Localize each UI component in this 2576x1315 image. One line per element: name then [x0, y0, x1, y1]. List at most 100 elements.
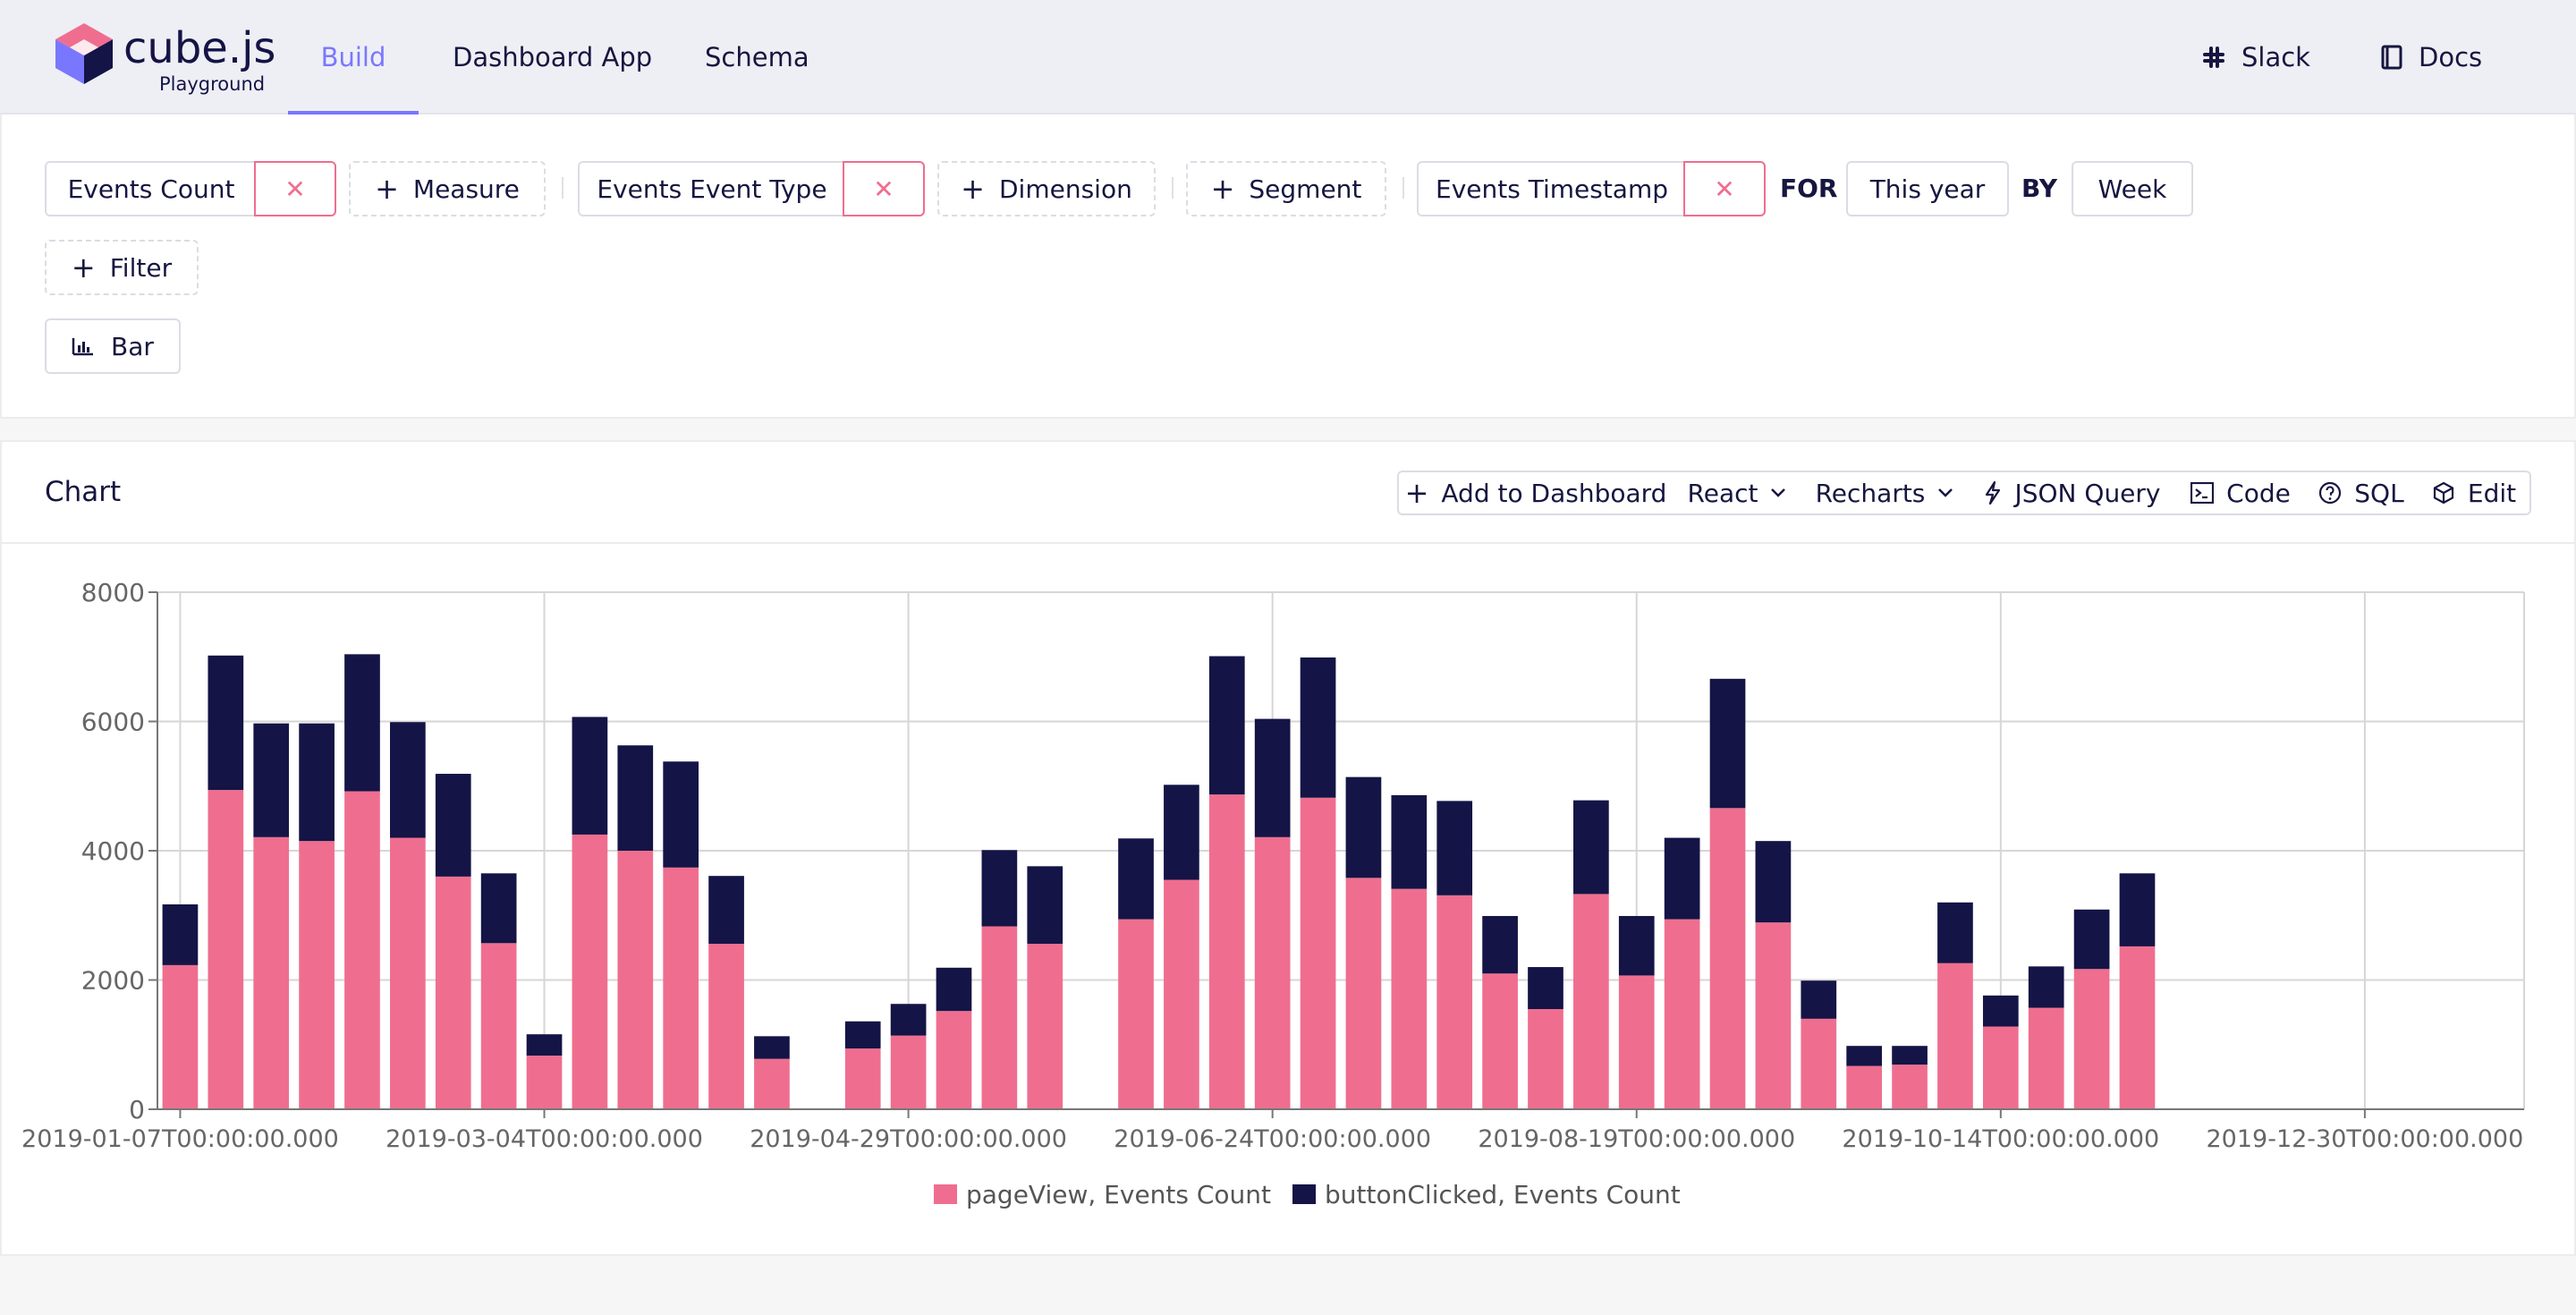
- bar-buttonclicked[interactable]: [708, 876, 744, 945]
- bar-pageview[interactable]: [1755, 922, 1792, 1109]
- add-to-dashboard-button[interactable]: + Add to Dashboard: [1397, 471, 1674, 515]
- bar-pageview[interactable]: [1618, 975, 1655, 1109]
- json-query-button[interactable]: JSON Query: [1968, 471, 2179, 515]
- bar-pageview[interactable]: [1300, 797, 1336, 1109]
- sql-button[interactable]: SQL: [2304, 471, 2420, 515]
- bar-pageview[interactable]: [1391, 888, 1428, 1109]
- bar-pageview[interactable]: [844, 1048, 881, 1109]
- bar-pageview[interactable]: [1892, 1065, 1928, 1109]
- bar-pageview[interactable]: [1208, 794, 1245, 1109]
- bar-pageview[interactable]: [572, 834, 608, 1109]
- bar-buttonclicked[interactable]: [299, 723, 335, 842]
- bar-buttonclicked[interactable]: [1118, 838, 1154, 920]
- bar-buttonclicked[interactable]: [1892, 1046, 1928, 1065]
- granularity-select[interactable]: Week: [2072, 161, 2193, 216]
- framework-dropdown[interactable]: React: [1673, 471, 1803, 515]
- bar-pageview[interactable]: [754, 1058, 790, 1109]
- bar-pageview[interactable]: [1436, 895, 1473, 1109]
- bar-buttonclicked[interactable]: [1027, 866, 1063, 945]
- bar-pageview[interactable]: [1937, 963, 1973, 1109]
- bar-buttonclicked[interactable]: [1664, 837, 1700, 920]
- bar-buttonclicked[interactable]: [1573, 800, 1609, 895]
- bar-pageview[interactable]: [480, 943, 517, 1109]
- bar-buttonclicked[interactable]: [344, 654, 380, 792]
- remove-measure-button[interactable]: ✕: [254, 161, 336, 216]
- bar-pageview[interactable]: [162, 964, 199, 1109]
- date-range-select[interactable]: This year: [1846, 161, 2009, 216]
- bar-pageview[interactable]: [936, 1011, 972, 1109]
- bar-buttonclicked[interactable]: [526, 1034, 563, 1056]
- bar-buttonclicked[interactable]: [1528, 967, 1563, 1010]
- bar-buttonclicked[interactable]: [2028, 966, 2064, 1008]
- bar-pageview[interactable]: [617, 851, 654, 1109]
- bar-buttonclicked[interactable]: [2073, 909, 2110, 970]
- bar-pageview[interactable]: [1664, 919, 1700, 1109]
- bar-buttonclicked[interactable]: [1801, 980, 1837, 1019]
- remove-dimension-button[interactable]: ✕: [843, 161, 925, 216]
- bar-pageview[interactable]: [1709, 808, 1746, 1109]
- bar-buttonclicked[interactable]: [617, 745, 654, 851]
- slack-link[interactable]: Slack: [2202, 0, 2310, 115]
- bar-buttonclicked[interactable]: [1937, 902, 1973, 963]
- bar-buttonclicked[interactable]: [480, 873, 517, 944]
- docs-link[interactable]: Docs: [2381, 0, 2482, 115]
- bar-pageview[interactable]: [663, 867, 699, 1109]
- bar-pageview[interactable]: [2073, 969, 2110, 1109]
- bar-buttonclicked[interactable]: [1755, 841, 1792, 923]
- bar-buttonclicked[interactable]: [1254, 718, 1291, 837]
- bar-pageview[interactable]: [1164, 879, 1199, 1109]
- bar-buttonclicked[interactable]: [890, 1004, 927, 1036]
- bar-pageview[interactable]: [253, 836, 290, 1109]
- bar-buttonclicked[interactable]: [572, 717, 608, 835]
- bar-pageview[interactable]: [344, 791, 380, 1109]
- add-segment-button[interactable]: + Segment: [1186, 161, 1386, 216]
- bar-buttonclicked[interactable]: [162, 904, 199, 965]
- bar-pageview[interactable]: [1027, 944, 1063, 1109]
- dimension-select[interactable]: Events Event Type: [578, 161, 844, 216]
- tab-schema[interactable]: Schema: [705, 0, 809, 115]
- bar-buttonclicked[interactable]: [1709, 678, 1746, 809]
- bar-pageview[interactable]: [1982, 1026, 2019, 1109]
- bar-pageview[interactable]: [1254, 836, 1291, 1109]
- bar-buttonclicked[interactable]: [1208, 656, 1245, 795]
- tab-dashboard-app[interactable]: Dashboard App: [453, 0, 652, 115]
- bar-buttonclicked[interactable]: [663, 761, 699, 868]
- bar-pageview[interactable]: [981, 926, 1018, 1109]
- bar-buttonclicked[interactable]: [253, 723, 290, 837]
- bar-pageview[interactable]: [1528, 1009, 1563, 1109]
- bar-pageview[interactable]: [299, 841, 335, 1109]
- bar-buttonclicked[interactable]: [1982, 995, 2019, 1027]
- code-button[interactable]: Code: [2177, 471, 2306, 515]
- bar-buttonclicked[interactable]: [1482, 915, 1518, 974]
- bar-buttonclicked[interactable]: [1391, 794, 1428, 889]
- tab-build[interactable]: Build: [288, 0, 419, 115]
- bar-buttonclicked[interactable]: [1300, 657, 1336, 798]
- bar-buttonclicked[interactable]: [390, 722, 426, 838]
- bar-buttonclicked[interactable]: [1436, 801, 1473, 895]
- bar-buttonclicked[interactable]: [1618, 915, 1655, 976]
- add-filter-button[interactable]: + Filter: [45, 240, 199, 295]
- bar-buttonclicked[interactable]: [1164, 785, 1199, 880]
- bar-pageview[interactable]: [390, 837, 426, 1109]
- logo[interactable]: cube.js Playground: [54, 20, 277, 98]
- bar-pageview[interactable]: [708, 944, 744, 1109]
- bar-pageview[interactable]: [208, 790, 244, 1109]
- bar-pageview[interactable]: [890, 1035, 927, 1109]
- chart-type-select[interactable]: Bar: [45, 318, 181, 374]
- bar-pageview[interactable]: [1345, 878, 1382, 1109]
- bar-buttonclicked[interactable]: [435, 774, 471, 877]
- bar-buttonclicked[interactable]: [936, 967, 972, 1012]
- bar-pageview[interactable]: [2119, 946, 2156, 1109]
- add-measure-button[interactable]: + Measure: [349, 161, 546, 216]
- bar-pageview[interactable]: [526, 1056, 563, 1109]
- bar-pageview[interactable]: [1846, 1065, 1883, 1109]
- bar-buttonclicked[interactable]: [1846, 1046, 1883, 1066]
- measure-select[interactable]: Events Count: [45, 161, 256, 216]
- bar-pageview[interactable]: [435, 876, 471, 1109]
- bar-pageview[interactable]: [1801, 1018, 1837, 1109]
- bar-buttonclicked[interactable]: [2119, 873, 2156, 946]
- bar-buttonclicked[interactable]: [981, 850, 1018, 927]
- bar-pageview[interactable]: [2028, 1007, 2064, 1109]
- bar-buttonclicked[interactable]: [1345, 776, 1382, 878]
- bar-buttonclicked[interactable]: [208, 655, 244, 791]
